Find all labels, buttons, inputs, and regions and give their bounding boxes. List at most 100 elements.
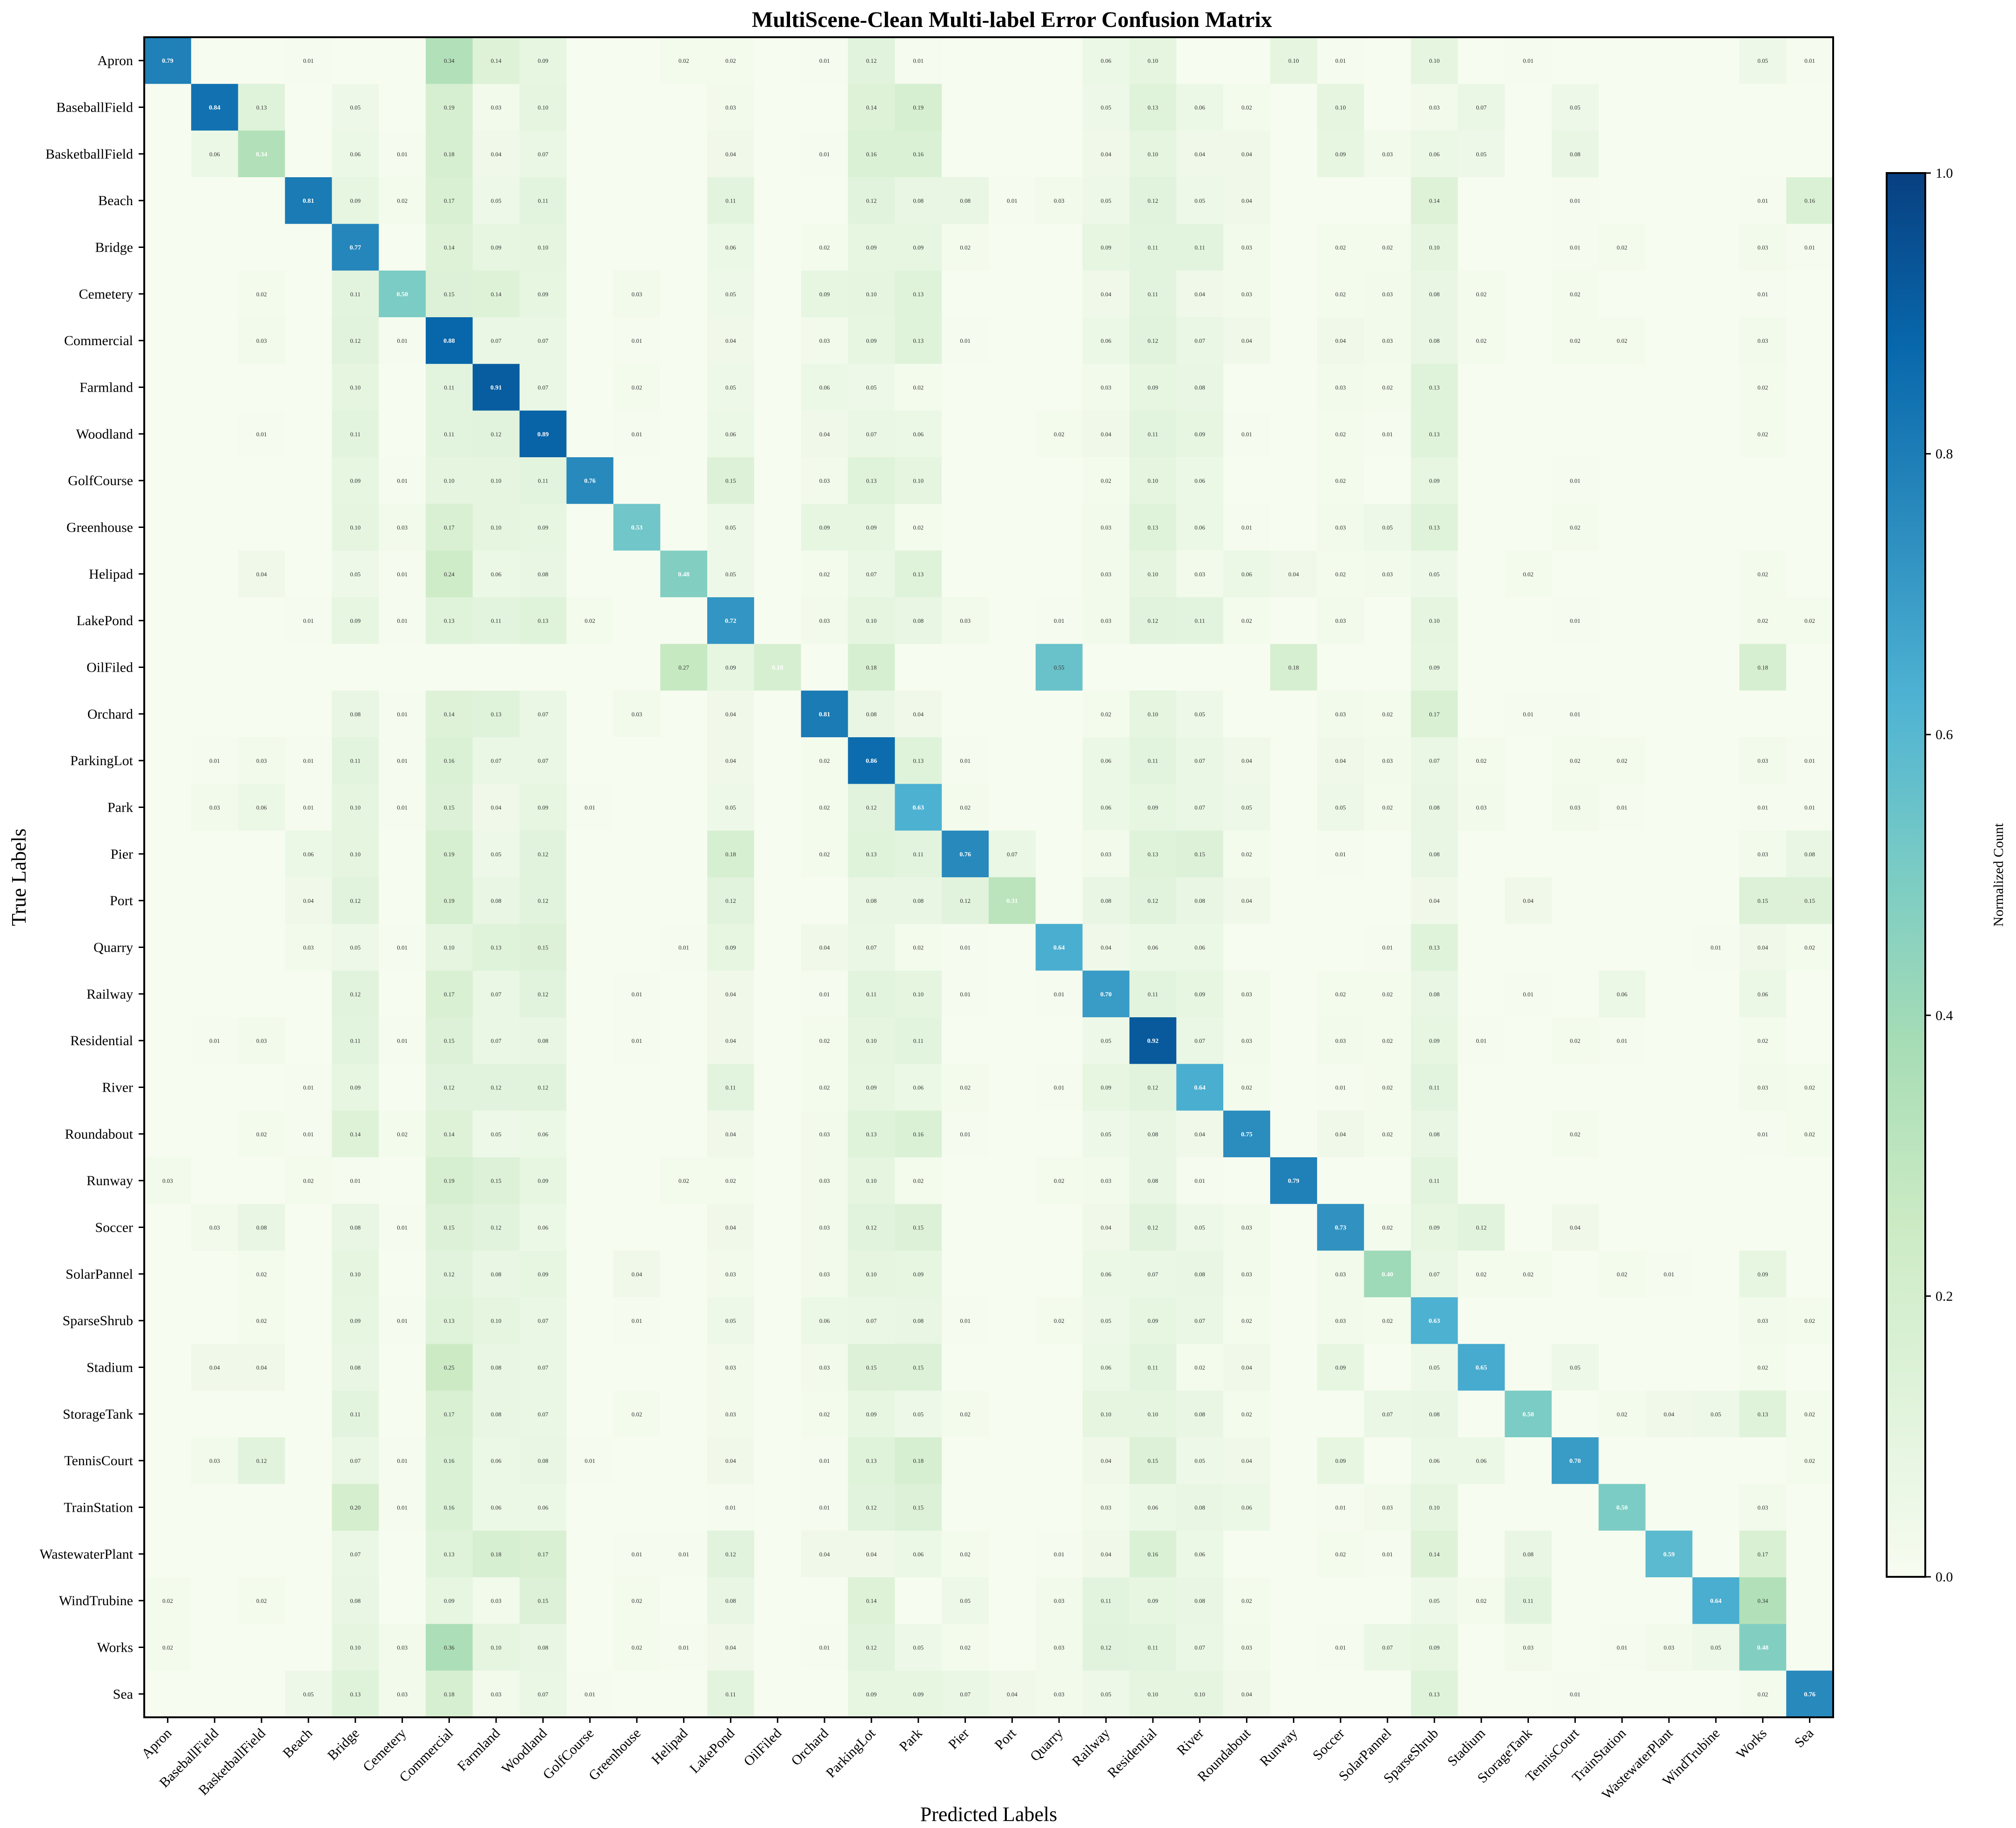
heatmap-cell [472,784,520,831]
heatmap-cell [1505,784,1552,831]
heatmap-cell [1411,550,1458,598]
cell-value-label: 0.13 [866,1457,877,1464]
cell-value-label: 0.01 [397,1457,408,1464]
heatmap-cell [754,317,802,364]
cell-value-label: 0.11 [1148,431,1158,438]
heatmap-cell [379,1577,426,1624]
cell-value-label: 0.01 [819,1504,830,1511]
cell-value-label: 0.01 [1570,197,1581,204]
heatmap-cell [1786,550,1834,598]
heatmap-cell [472,1624,520,1671]
cell-value-label: 0.55 [1054,664,1065,671]
heatmap-cell [1364,1110,1411,1158]
heatmap-cell [379,690,426,738]
heatmap-cell [1692,130,1740,178]
heatmap-cell [1739,644,1787,691]
heatmap-cell [1129,550,1177,598]
cell-value-label: 0.01 [209,1037,220,1044]
heatmap-cell [1082,1484,1130,1531]
cell-value-label: 0.19 [444,897,455,904]
cell-value-label: 0.07 [538,711,549,718]
cell-value-label: 0.01 [1757,804,1768,811]
heatmap-cell [895,877,942,924]
heatmap-cell [1552,784,1599,831]
heatmap-cell [191,364,239,411]
cell-value-label: 0.02 [1570,337,1581,344]
heatmap-cell [1739,504,1787,551]
y-tick-label: Farmland [80,380,133,395]
heatmap-cell [379,970,426,1018]
heatmap-cell [1129,1017,1177,1064]
cell-value-label: 0.02 [913,944,924,951]
heatmap-cell [754,1577,802,1624]
x-axis-label: Predicted Labels [920,1803,1057,1826]
heatmap-cell [707,317,755,364]
heatmap-cell [426,784,473,831]
heatmap-cell [1645,1624,1693,1671]
cell-value-label: 0.03 [1335,711,1346,718]
heatmap-cell [895,1390,942,1438]
heatmap-cell [1317,784,1365,831]
cell-value-label: 0.13 [256,104,267,111]
heatmap-cell [1317,1530,1365,1578]
heatmap-cell [1035,504,1083,551]
cell-value-label: 0.11 [350,757,361,764]
heatmap-cell [1786,130,1834,178]
cell-value-label: 0.10 [350,804,361,811]
heatmap-cell [1270,317,1318,364]
cell-value-label: 0.03 [1054,1644,1065,1651]
heatmap-cell [426,1017,473,1064]
heatmap-cell [895,1344,942,1391]
cell-value-label: 0.04 [725,151,736,158]
cell-value-label: 0.17 [538,1551,549,1558]
heatmap-cell [426,924,473,971]
cell-value-label: 0.27 [678,664,689,671]
heatmap-cell [332,830,379,878]
cell-value-label: 0.17 [1757,1551,1768,1558]
heatmap-cell [519,270,567,318]
heatmap-cell [1129,457,1177,504]
heatmap-cell [144,457,192,504]
heatmap-cell [1458,177,1505,224]
heatmap-cell [1411,1390,1458,1438]
heatmap-cell [942,317,989,364]
cell-value-label: 0.04 [1288,571,1299,578]
cell-value-label: 0.08 [491,897,502,904]
heatmap-cell [1317,1017,1365,1064]
heatmap-cell [895,1437,942,1484]
heatmap-cell [285,924,332,971]
heatmap-cell [1552,37,1599,84]
cell-value-label: 0.06 [491,1504,502,1511]
cell-value-label: 0.13 [1429,384,1440,391]
heatmap-cell [566,1530,614,1578]
heatmap-cell [1505,317,1552,364]
heatmap-cell [989,270,1036,318]
heatmap-cell [1645,364,1693,411]
heatmap-cell [942,924,989,971]
heatmap-cell [144,1484,192,1531]
heatmap-cell [1411,1297,1458,1344]
heatmap-cell [1552,1250,1599,1298]
heatmap-cell [989,924,1036,971]
heatmap-cell [1129,1670,1177,1718]
heatmap-cell [1552,924,1599,971]
cell-value-label: 0.08 [960,197,971,204]
cell-value-label: 0.02 [1382,991,1393,998]
cell-value-label: 0.03 [1523,1644,1534,1651]
heatmap-cell [1505,830,1552,878]
cell-value-label: 0.01 [1054,1551,1065,1558]
cell-value-label: 0.04 [1101,1457,1112,1464]
cell-value-label: 0.01 [1335,1644,1346,1651]
cell-value-label: 0.11 [444,431,454,438]
heatmap-cell [1411,224,1458,271]
cell-value-label: 0.12 [1476,1224,1487,1231]
cell-value-label: 0.02 [256,291,267,298]
heatmap-cell [942,364,989,411]
heatmap-cell [519,1157,567,1204]
y-tick-label: Greenhouse [67,520,133,535]
cell-value-label: 0.12 [866,57,877,64]
cell-value-label: 0.12 [491,431,502,438]
heatmap-cell [1692,1297,1740,1344]
heatmap-cell [1739,1204,1787,1251]
cell-value-label: 0.06 [1757,991,1768,998]
